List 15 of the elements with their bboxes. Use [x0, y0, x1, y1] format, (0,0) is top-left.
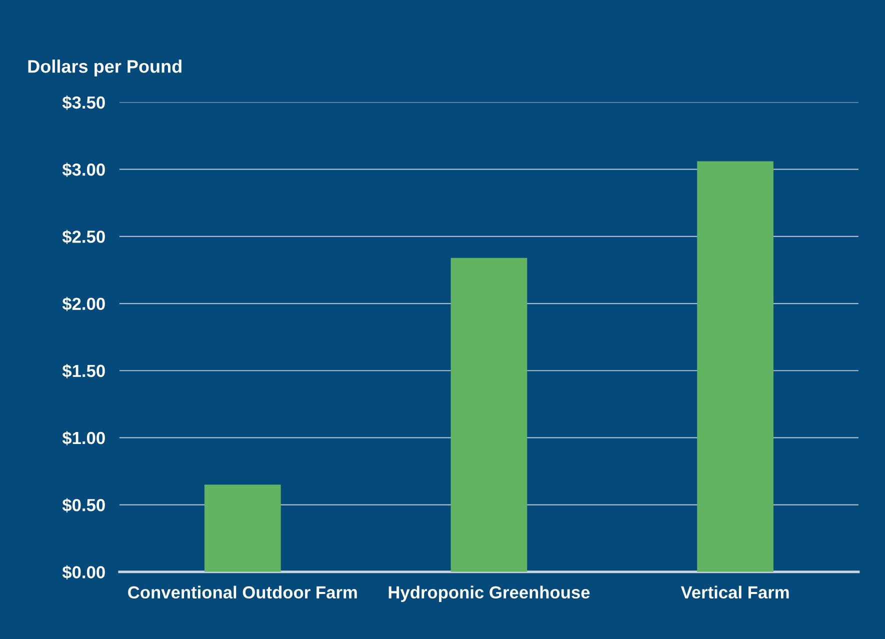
y-tick-label: $2.00 [62, 296, 105, 312]
y-tick-label: $0.00 [62, 565, 105, 580]
bar [697, 161, 774, 572]
x-tick-label: Hydroponic Greenhouse [388, 586, 590, 602]
y-tick-label: $3.00 [62, 162, 105, 177]
y-tick-label: $2.50 [62, 230, 105, 244]
x-tick-label: Conventional Outdoor Farm [128, 586, 357, 599]
y-axis-title: Dollars per Pound [28, 60, 182, 76]
y-tick-label: $1.00 [62, 431, 105, 446]
y-tick-label: $0.50 [62, 498, 105, 512]
bar [450, 258, 528, 572]
bar [204, 484, 281, 572]
y-tick-label: $3.50 [62, 96, 105, 110]
x-tick-label: Vertical Farm [680, 586, 789, 599]
y-tick-label: $1.50 [62, 364, 105, 378]
